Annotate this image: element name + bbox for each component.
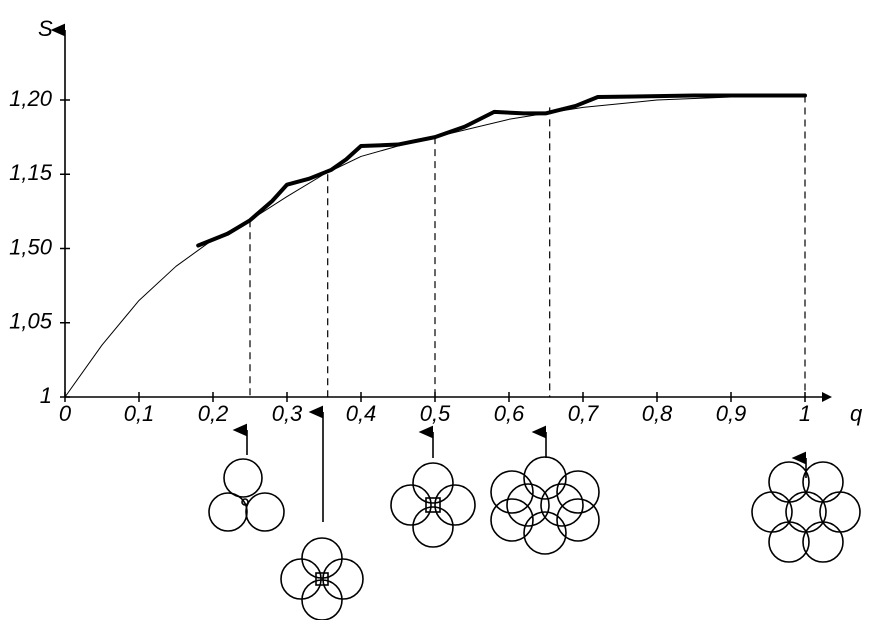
- x-tick-label: 0,6: [494, 401, 525, 426]
- x-tick-label: 0,8: [642, 401, 673, 426]
- page: S q 1 1,05 1,50 1,15 1,20 0 0,1 0,2 0,3 0,4 0,5 0,6…: [0, 0, 869, 620]
- y-tick-label: 1,20: [9, 86, 53, 111]
- x-tick-label: 0,7: [568, 401, 599, 426]
- series-line: [198, 96, 805, 246]
- x-tick-label: 0,1: [124, 401, 155, 426]
- chart: S q 1 1,05 1,50 1,15 1,20 0 0,1 0,2 0,3 0,4 0,5 0,6…: [0, 0, 869, 620]
- x-tick-label: 0,4: [346, 401, 377, 426]
- x-arrow: [822, 392, 832, 402]
- y-label: S: [38, 16, 53, 41]
- x-tick-label: 0: [59, 401, 72, 426]
- x-tick-label: 0,9: [716, 401, 747, 426]
- x-tick-label: 0,3: [272, 401, 303, 426]
- y-tick-label: 1,05: [9, 309, 53, 334]
- x-label: q: [850, 401, 863, 426]
- x-tick-label: 1: [799, 401, 811, 426]
- cluster-3: [209, 459, 284, 531]
- y-tick-label: 1,15: [9, 160, 53, 185]
- cluster-4: [281, 538, 363, 620]
- x-tick-label: 0,5: [420, 401, 451, 426]
- y-tick-label: 1,50: [9, 234, 53, 259]
- cluster-5: [391, 463, 475, 547]
- x-tick-label: 0,2: [198, 401, 229, 426]
- cluster-7: [491, 457, 599, 554]
- y-tick-label: 1: [40, 383, 52, 408]
